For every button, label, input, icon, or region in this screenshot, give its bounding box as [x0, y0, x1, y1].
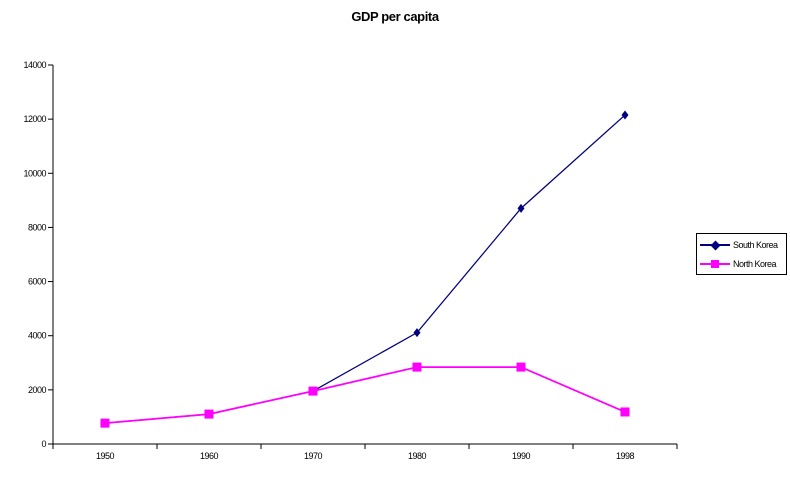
y-axis-tick-label: 2000 — [28, 385, 47, 395]
y-axis-tick-label: 12000 — [23, 114, 46, 124]
y-axis-tick-label: 4000 — [28, 331, 47, 341]
data-point-square — [100, 418, 110, 428]
legend-label: South Korea — [733, 239, 778, 250]
x-axis-tick-label: 1980 — [408, 451, 427, 461]
data-point-diamond — [413, 328, 421, 338]
data-point-square — [308, 386, 318, 396]
x-axis-tick-label: 1990 — [512, 451, 531, 461]
y-axis-tick-label: 6000 — [28, 277, 47, 287]
square-marker-icon — [711, 259, 719, 268]
legend-swatch — [700, 237, 730, 253]
y-axis-tick-label: 14000 — [23, 60, 46, 70]
legend-entry-north-korea: North Korea — [697, 256, 786, 272]
chart-title: GDP per capita — [351, 9, 439, 24]
x-axis-tick-label: 1950 — [96, 451, 115, 461]
data-point-diamond — [517, 203, 525, 213]
y-axis-tick-label: 8000 — [28, 222, 47, 232]
series-line-south-korea — [104, 114, 626, 424]
x-axis-tick-label: 1970 — [304, 451, 323, 461]
diamond-marker-icon — [710, 240, 721, 250]
legend: South Korea North Korea — [696, 233, 787, 275]
series-line-north-korea — [104, 366, 626, 425]
x-axis-tick-label: 1998 — [616, 451, 635, 461]
legend-label: North Korea — [733, 258, 777, 269]
legend-entry-south-korea: South Korea — [697, 237, 786, 253]
data-point-diamond — [621, 110, 629, 120]
x-axis-tick-label: 1960 — [200, 451, 219, 461]
data-point-square — [620, 407, 630, 417]
y-axis-tick-label: 10000 — [23, 168, 46, 178]
data-point-square — [516, 362, 526, 372]
data-point-square — [204, 409, 214, 419]
y-axis-tick-label: 0 — [41, 439, 46, 449]
legend-swatch — [700, 256, 730, 272]
data-point-square — [412, 362, 422, 372]
